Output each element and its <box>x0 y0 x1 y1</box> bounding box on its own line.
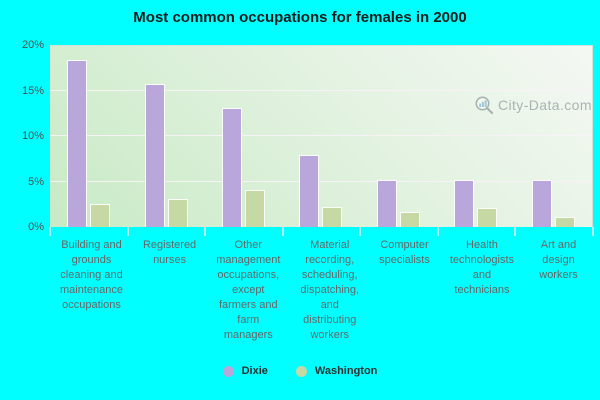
chart-title: Most common occupations for females in 2… <box>133 9 467 26</box>
legend: Dixie Washington <box>0 365 600 377</box>
x-tick <box>592 227 594 236</box>
magnifier-icon <box>475 96 494 115</box>
bar-groups <box>50 46 592 227</box>
category-label: Health technologists and technicians <box>449 239 515 296</box>
watermark-text: City-Data.com <box>498 97 592 113</box>
gridline <box>50 180 592 182</box>
x-tick <box>436 227 439 236</box>
category-label: Computer specialists <box>379 239 430 266</box>
legend-item-washington: Washington <box>295 365 378 377</box>
legend-label: Dixie <box>241 365 268 377</box>
x-tick <box>359 227 362 236</box>
category-label: Material recording, scheduling, dispatch… <box>300 239 360 341</box>
bar-dixie <box>531 179 552 227</box>
gridline <box>50 135 592 136</box>
legend-label: Washington <box>314 365 378 377</box>
legend-item-dixie: Dixie <box>222 365 268 377</box>
x-tick <box>126 227 129 236</box>
x-tick <box>514 227 517 236</box>
bar-washington <box>90 204 111 227</box>
x-tick <box>204 227 207 236</box>
x-tick <box>281 227 284 236</box>
bar-dixie <box>222 107 243 227</box>
category-label: Registered nurses <box>142 239 197 266</box>
bar-group <box>515 46 592 227</box>
bar-group <box>205 46 282 227</box>
y-tick-label: 10% <box>21 130 44 142</box>
bar-dixie <box>144 84 165 227</box>
bar-washington <box>245 189 266 227</box>
gridline <box>50 89 592 91</box>
category-labels: Building and grounds cleaning and mainte… <box>50 238 593 343</box>
y-tick-label: 0% <box>28 221 44 233</box>
bar-group <box>437 46 514 227</box>
legend-swatch <box>295 365 307 377</box>
bar-washington <box>167 198 188 227</box>
x-axis-ticks <box>49 227 594 236</box>
bar-washington <box>477 207 498 227</box>
bar-group <box>360 46 437 227</box>
category-label: Other management occupations, except far… <box>216 239 281 341</box>
bar-dixie <box>299 155 320 227</box>
x-tick <box>49 227 51 236</box>
bar-group <box>282 46 359 227</box>
category-label: Art and design workers <box>539 239 578 281</box>
y-tick-label: 15% <box>21 84 44 97</box>
bar-dixie <box>67 60 88 227</box>
bar-washington <box>399 211 420 227</box>
bar-group <box>127 46 204 227</box>
bar-dixie <box>454 179 475 227</box>
bar-washington <box>322 206 343 227</box>
y-tick-label: 5% <box>28 175 44 188</box>
legend-swatch <box>222 365 234 377</box>
plot-area: City-Data.com <box>50 45 593 227</box>
bar-dixie <box>376 179 397 227</box>
y-axis: 0% 5% 10% 15% 20% <box>0 39 44 233</box>
y-tick-label: 20% <box>21 39 44 51</box>
bar-group <box>50 46 127 227</box>
category-label: Building and grounds cleaning and mainte… <box>60 239 123 311</box>
bar-washington <box>554 217 575 227</box>
watermark: City-Data.com <box>474 95 592 115</box>
